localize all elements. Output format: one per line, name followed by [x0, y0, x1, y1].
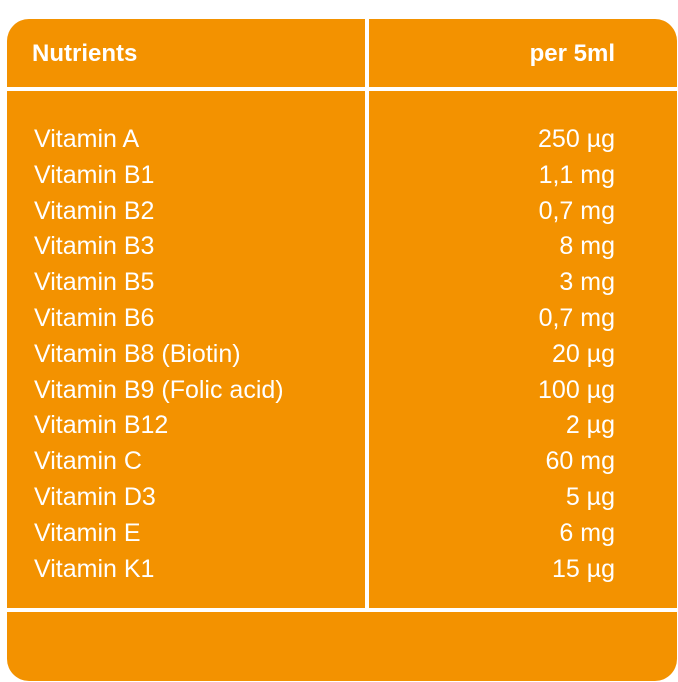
table-row: Vitamin B8 (Biotin) 20 µg	[7, 336, 677, 372]
nutrient-amount: 0,7 mg	[538, 303, 615, 332]
table-row: Vitamin B6 0,7 mg	[7, 300, 677, 336]
nutrient-amount: 6 mg	[559, 518, 615, 547]
table-row: Vitamin B1 1,1 mg	[7, 157, 677, 193]
nutrient-amount: 250 µg	[538, 125, 615, 153]
column-divider	[365, 19, 369, 609]
table-row: Vitamin D3 5 µg	[7, 479, 677, 515]
nutrition-table: Nutrients per 5ml Vitamin A 250 µg Vitam…	[7, 19, 677, 681]
nutrient-amount: 0,7 mg	[538, 196, 615, 225]
nutrient-name: Vitamin E	[34, 518, 141, 547]
table-row: Vitamin B5 3 mg	[7, 264, 677, 300]
table-row: Vitamin K1 15 µg	[7, 551, 677, 587]
header-divider	[7, 87, 677, 91]
nutrient-name: Vitamin A	[34, 125, 140, 153]
nutrient-amount: 15 µg	[551, 554, 615, 583]
table-row: Vitamin C 60 mg	[7, 443, 677, 479]
nutrient-name: Vitamin B5	[34, 268, 155, 297]
nutrient-amount: 60 mg	[545, 447, 615, 476]
nutrient-name: Vitamin B3	[34, 232, 155, 261]
nutrient-amount: 1,1 mg	[538, 160, 615, 189]
header-nutrients: Nutrients	[32, 40, 138, 67]
nutrient-name: Vitamin B2	[34, 196, 155, 225]
nutrient-amount: 2 µg	[565, 411, 615, 440]
nutrient-amount: 8 mg	[559, 232, 615, 261]
header-per-5ml: per 5ml	[529, 40, 615, 67]
footer-divider	[7, 608, 677, 612]
table-row: Vitamin A 250 µg	[7, 121, 677, 157]
nutrient-name: Vitamin C	[34, 447, 142, 476]
nutrient-name: Vitamin B12	[34, 411, 169, 440]
table-body: Vitamin A 250 µg Vitamin B1 1,1 mg Vitam…	[7, 121, 677, 586]
nutrient-amount: 20 µg	[551, 339, 615, 368]
nutrient-name: Vitamin B1	[34, 160, 155, 189]
table-row: Vitamin B12 2 µg	[7, 407, 677, 443]
nutrient-name: Vitamin B9 (Folic acid)	[34, 375, 284, 404]
nutrient-name: Vitamin K1	[34, 554, 155, 583]
nutrient-amount: 5 µg	[565, 482, 615, 511]
nutrient-amount: 100 µg	[538, 375, 615, 404]
table-row: Vitamin E 6 mg	[7, 515, 677, 551]
table-row: Vitamin B2 0,7 mg	[7, 193, 677, 229]
nutrient-name: Vitamin B8 (Biotin)	[34, 339, 241, 368]
nutrient-amount: 3 mg	[559, 268, 615, 297]
nutrient-name: Vitamin D3	[34, 482, 156, 511]
table-row: Vitamin B3 8 mg	[7, 228, 677, 264]
nutrient-name: Vitamin B6	[34, 303, 155, 332]
table-row: Vitamin B9 (Folic acid) 100 µg	[7, 372, 677, 408]
